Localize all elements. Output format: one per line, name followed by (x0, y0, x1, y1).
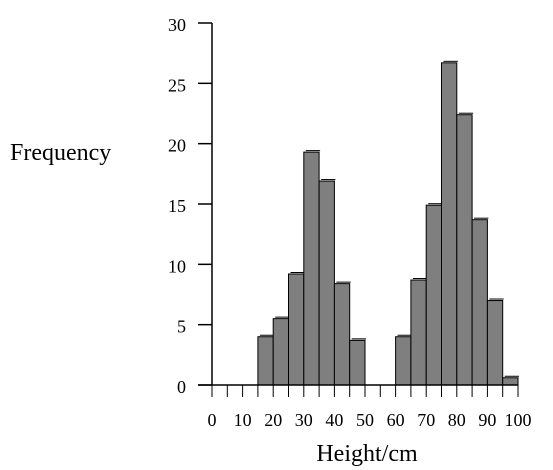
x-tick-label: 20 (264, 410, 282, 430)
x-tick-label: 90 (478, 410, 496, 430)
x-tick-label: 50 (356, 410, 374, 430)
x-tick-label: 30 (295, 410, 313, 430)
y-tick-label: 10 (168, 256, 186, 276)
x-axis-ticks: 0 10 20 30 40 50 60 70 80 90 100 (208, 385, 532, 430)
histogram-bar (456, 114, 473, 386)
x-tick-label: 100 (505, 410, 532, 430)
histogram-bar (333, 283, 351, 386)
histogram-bar (318, 180, 335, 386)
x-tick-label: 70 (417, 410, 435, 430)
x-tick-label: 40 (325, 410, 343, 430)
x-tick-label: 0 (208, 410, 217, 430)
y-axis-ticks: 0 5 10 15 20 25 30 (168, 15, 212, 397)
y-tick-label: 20 (168, 136, 186, 156)
histogram-bar (288, 273, 305, 386)
histogram-bar (272, 318, 290, 386)
x-tick-label: 80 (448, 410, 466, 430)
histogram-bar (349, 339, 366, 386)
x-axis-title: Height/cm (316, 441, 418, 467)
histogram-bar (471, 219, 488, 386)
histogram-bar (441, 62, 458, 386)
y-tick-label: 15 (168, 196, 186, 216)
y-tick-label: 0 (177, 377, 186, 397)
histogram-bar (425, 204, 443, 386)
histogram-bar (502, 377, 519, 386)
y-tick-label: 5 (177, 317, 186, 337)
histogram-bar (395, 336, 412, 386)
bars-layer (257, 60, 519, 386)
y-tick-label: 30 (168, 15, 186, 35)
x-tick-label: 10 (234, 410, 252, 430)
histogram-bar (303, 151, 320, 386)
x-tick-label: 60 (387, 410, 405, 430)
histogram-bar (486, 300, 504, 386)
histogram-bar (410, 279, 427, 386)
y-tick-label: 25 (168, 75, 186, 95)
histogram-bar (257, 336, 274, 386)
y-axis-title: Frequency (10, 140, 111, 166)
